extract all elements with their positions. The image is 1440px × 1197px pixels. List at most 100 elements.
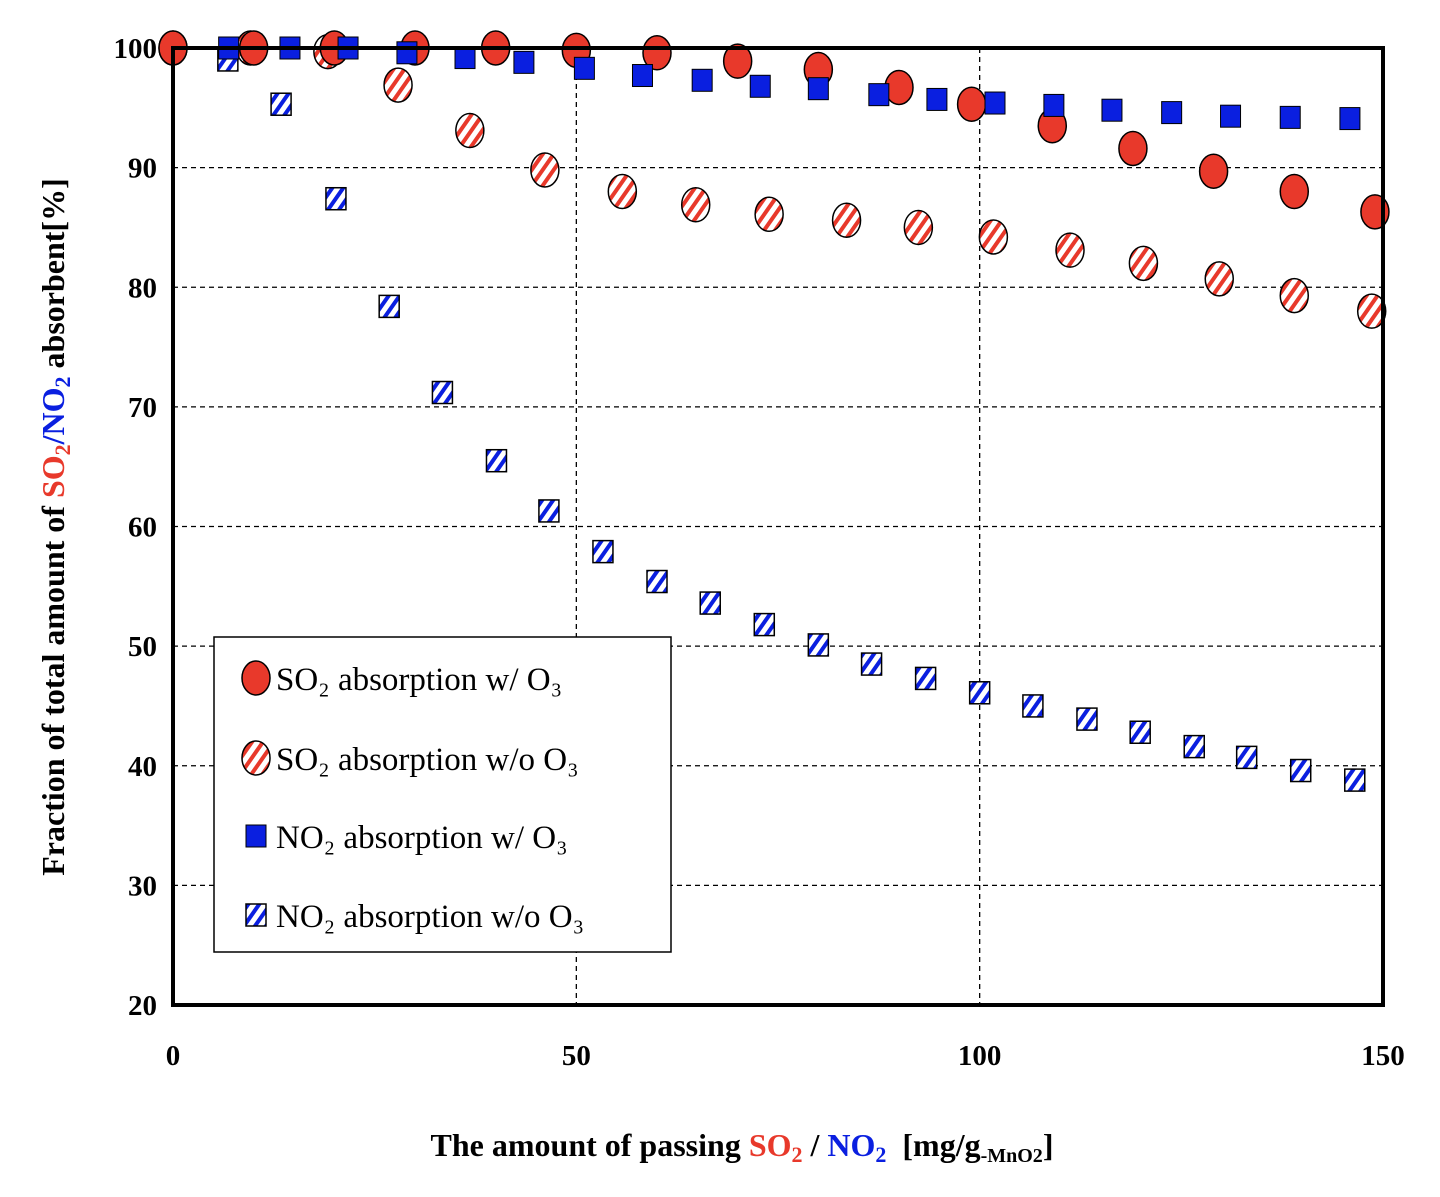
y-tick-label: 70 — [128, 392, 157, 424]
data-point-square-hatched — [1129, 720, 1151, 745]
x-label-prefix: The amount of passing — [431, 1127, 749, 1163]
data-point-square-filled — [868, 83, 890, 107]
data-point-square-hatched — [646, 569, 668, 594]
data-point-square-filled — [926, 87, 948, 111]
data-point-circle-hatched — [1128, 245, 1159, 282]
data-point-square-hatched — [538, 499, 560, 523]
y-axis-label: Fraction of total amount of SO2/NO2 abso… — [35, 178, 75, 876]
data-point-circle-filled — [722, 43, 753, 79]
series-square-hatched — [162, 36, 1366, 792]
x-label-no2: NO — [827, 1127, 875, 1163]
legend-marker-circle-hatched — [241, 740, 271, 776]
data-point-circle-filled — [1279, 173, 1310, 210]
y-tick-label: 90 — [128, 153, 157, 185]
data-point-circle-hatched — [1055, 232, 1085, 268]
data-point-square-filled — [1220, 104, 1242, 128]
data-point-circle-hatched — [455, 112, 485, 149]
data-point-circle-hatched — [607, 173, 638, 210]
data-point-square-hatched — [485, 448, 508, 473]
data-point-circle-hatched — [383, 67, 413, 103]
data-point-circle-hatched — [1279, 277, 1310, 314]
y-label-so2-sub: 2 — [50, 444, 75, 455]
data-point-circle-filled — [642, 35, 672, 71]
data-point-square-hatched — [860, 652, 883, 676]
data-point-square-filled — [1043, 93, 1065, 117]
x-label-sep: / — [803, 1127, 828, 1163]
data-point-square-filled — [749, 74, 771, 98]
legend-label: NO₂ absorption w/ O₃ — [276, 820, 568, 856]
data-point-square-filled — [396, 41, 418, 65]
data-point-circle-filled — [1118, 130, 1148, 167]
data-point-circle-hatched — [903, 209, 934, 246]
y-tick-label: 30 — [128, 870, 157, 902]
y-tick-label: 40 — [128, 751, 157, 783]
y-label-no2-sub: 2 — [50, 376, 75, 387]
x-label-no2-sub: 2 — [875, 1142, 886, 1167]
x-label-unit-close: ] — [1043, 1127, 1054, 1163]
x-label-so2-sub: 2 — [792, 1142, 803, 1167]
x-label-unit: [mg/g — [886, 1127, 980, 1163]
data-point-square-hatched — [1183, 734, 1205, 759]
plot-frame — [171, 46, 1385, 1007]
x-label-so2: SO — [749, 1127, 792, 1163]
y-tick-label: 60 — [128, 512, 157, 544]
data-point-square-hatched — [968, 681, 991, 705]
data-point-square-hatched — [699, 591, 721, 615]
legend-marker-circle-filled — [241, 660, 271, 696]
data-point-square-hatched — [1022, 694, 1044, 718]
data-point-square-filled — [1161, 101, 1183, 125]
legend-label: NO₂ absorption w/o O₃ — [276, 899, 584, 935]
y-label-sep: / — [35, 434, 71, 445]
y-tick-label: 20 — [128, 990, 157, 1022]
x-tick-label: 100 — [958, 1040, 1002, 1072]
x-tick-label: 50 — [562, 1040, 591, 1072]
data-point-circle-hatched — [680, 186, 711, 223]
data-point-square-filled — [807, 77, 829, 101]
y-label-suffix: absorbent[%] — [35, 178, 71, 376]
x-axis-label: The amount of passing SO2 / NO2 [mg/g-Mn… — [431, 1127, 1054, 1167]
legend-label: SO₂ absorption w/o O₃ — [276, 742, 579, 778]
data-point-square-hatched — [1076, 707, 1098, 731]
y-tick-label: 80 — [128, 272, 157, 304]
x-tick-label: 150 — [1361, 1040, 1405, 1072]
data-point-square-hatched — [1235, 745, 1258, 770]
data-point-square-filled — [573, 56, 595, 80]
data-point-square-hatched — [378, 294, 400, 319]
data-point-square-hatched — [592, 539, 614, 564]
y-label-no2: NO — [35, 387, 71, 435]
legend-label: SO₂ absorption w/ O₃ — [276, 662, 562, 698]
y-label-so2: SO — [35, 455, 71, 498]
data-point-square-filled — [1339, 107, 1361, 131]
tick-labels: 20 30 40 50 60 70 80 90 100 0 50 100 150 — [114, 33, 1405, 1072]
data-point-square-hatched — [1289, 758, 1312, 783]
data-point-circle-filled — [1198, 153, 1229, 189]
data-point-circle-hatched — [978, 219, 1009, 255]
data-point-square-filled — [1279, 105, 1301, 129]
data-point-circle-hatched — [530, 152, 560, 188]
legend-box — [213, 636, 672, 953]
legend-marker-square-hatched — [245, 903, 267, 927]
data-point-circle-hatched — [831, 202, 862, 239]
data-point-square-filled — [984, 91, 1006, 115]
y-label-prefix: Fraction of total amount of — [35, 498, 71, 876]
data-point-square-hatched — [753, 612, 776, 637]
data-point-square-hatched — [325, 186, 347, 211]
data-point-circle-hatched — [1356, 293, 1387, 329]
data-point-circle-hatched — [754, 196, 784, 233]
data-point-square-hatched — [914, 666, 937, 691]
y-tick-label: 100 — [114, 33, 158, 65]
data-point-square-hatched — [270, 92, 292, 116]
data-point-square-filled — [513, 50, 535, 74]
x-tick-label: 0 — [166, 1040, 181, 1072]
x-label-unit-sub: -MnO2 — [981, 1145, 1043, 1167]
data-point-square-hatched — [431, 380, 454, 405]
data-point-square-hatched — [1344, 768, 1366, 792]
data-point-circle-hatched — [1204, 261, 1234, 297]
data-point-square-filled — [1101, 98, 1123, 122]
legend: SO₂ absorption w/ O₃ SO₂ absorption w/o O… — [213, 636, 672, 953]
legend-marker-square-filled — [245, 824, 267, 848]
data-point-square-filled — [631, 64, 653, 88]
data-point-square-filled — [691, 68, 713, 92]
data-point-circle-filled — [956, 86, 987, 122]
